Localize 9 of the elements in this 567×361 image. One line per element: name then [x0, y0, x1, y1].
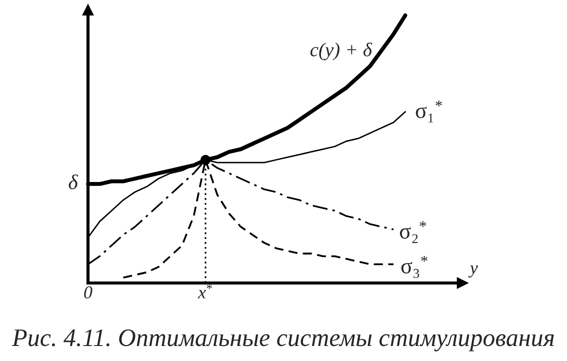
x-tick-label: 0 [84, 286, 92, 298]
text: Рис. 4.11. Оптимальные системы стимулирования [12, 329, 554, 352]
x-axis-title: y [468, 265, 478, 278]
series-label: σ₃$^{*}$ [401, 256, 428, 278]
series-label: σ₂$^{*}$ [400, 221, 426, 244]
series-label: σ₁$^{*}$ [416, 100, 442, 122]
x-tick-label: x$^{*}$ [198, 284, 212, 298]
text: δ [68, 174, 78, 190]
series-label: c(y) + δ [310, 42, 372, 60]
